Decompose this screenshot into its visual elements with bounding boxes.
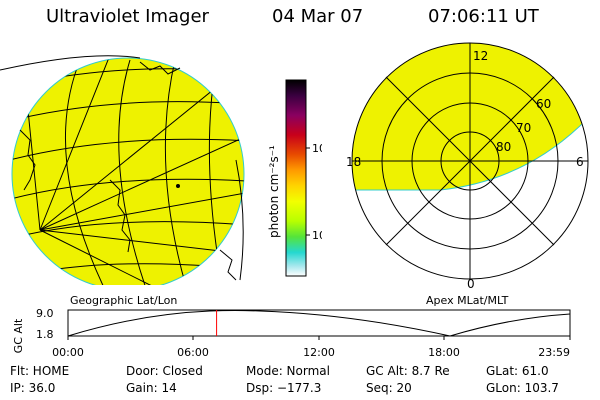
mlt-label-6: 6 <box>576 155 584 169</box>
info-gain: Gain: 14 <box>126 381 177 395</box>
mlt-label-12: 12 <box>473 49 488 63</box>
info-glon: GLon: 103.7 <box>486 381 559 395</box>
altitude-timeline: GC Alt 9.0 1.8 00:00 06:00 12:00 18:00 2… <box>12 307 571 359</box>
timeline-ytick-min: 1.8 <box>36 328 54 341</box>
mlt-label-0: 0 <box>467 277 475 290</box>
info-dsp: Dsp: −177.3 <box>246 381 322 395</box>
timeline-xtick-1800: 18:00 <box>428 346 460 359</box>
info-glat: GLat: 61.0 <box>486 364 549 378</box>
timeline-ytick-max: 9.0 <box>36 307 54 320</box>
info-ip: IP: 36.0 <box>10 381 56 395</box>
mlt-label-18: 18 <box>346 155 361 169</box>
colorbar-tick-100: 100 <box>312 142 322 155</box>
timeline-xtick-0000: 00:00 <box>52 346 84 359</box>
observation-time: 07:06:11 UT <box>428 6 539 27</box>
magnetic-caption: Apex MLat/MLT <box>426 294 509 307</box>
timeline-xtick-0600: 06:00 <box>177 346 209 359</box>
info-seq: Seq: 20 <box>366 381 412 395</box>
colorbar: 100 10 photon cm⁻²s⁻¹ <box>267 79 322 277</box>
polar-mlt-panel: 12 18 6 0 60 70 80 <box>346 42 589 290</box>
uv-disk-fill <box>11 57 245 285</box>
geographic-caption: Geographic Lat/Lon <box>70 294 178 307</box>
colorbar-unit-label: photon cm⁻²s⁻¹ <box>267 145 281 238</box>
info-door: Door: Closed <box>126 364 203 378</box>
observation-date: 04 Mar 07 <box>272 6 364 27</box>
colorbar-gradient <box>285 79 307 277</box>
timeline-xtick-2359: 23:59 <box>538 346 570 359</box>
colorbar-tick-10: 10 <box>312 229 322 242</box>
mlat-label-70: 70 <box>516 121 531 135</box>
mlat-label-60: 60 <box>536 97 551 111</box>
instrument-title: Ultraviolet Imager <box>46 6 209 27</box>
info-gc-alt: GC Alt: 8.7 Re <box>366 364 450 378</box>
mlat-label-80: 80 <box>496 140 511 154</box>
timeline-xtick-1200: 12:00 <box>303 346 335 359</box>
info-flight: Flt: HOME <box>10 364 70 378</box>
info-mode: Mode: Normal <box>246 364 330 378</box>
geographic-map-panel <box>0 55 245 285</box>
timeline-axis-label: GC Alt <box>12 318 25 353</box>
timeline-frame <box>67 309 571 337</box>
altitude-curve <box>67 310 571 337</box>
